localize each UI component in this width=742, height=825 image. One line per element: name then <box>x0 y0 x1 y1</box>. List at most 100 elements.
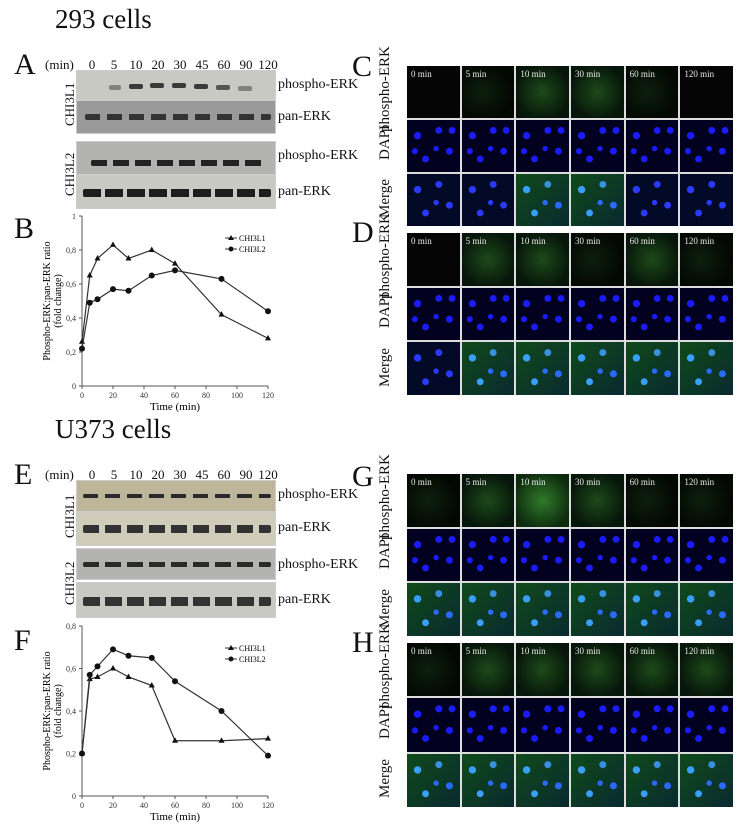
micrograph-cell <box>461 698 515 752</box>
row-label-phosphoerk: phospho-ERK <box>377 454 393 540</box>
micrograph-cell <box>516 753 569 807</box>
timepoint-label: 60 min <box>629 477 655 487</box>
timepoint-label: 0 min <box>411 646 432 656</box>
panel-letter-d: D <box>352 216 374 249</box>
micrograph-cell <box>625 753 679 807</box>
micrograph-cell <box>571 698 624 752</box>
micrograph-cell: 30 min <box>571 233 624 286</box>
timepoint-label: 10 min <box>520 236 546 246</box>
micrograph-cell <box>680 174 733 226</box>
micrograph-cell <box>680 120 733 172</box>
svg-text:0,2: 0,2 <box>66 750 76 759</box>
micrograph-cell <box>625 698 679 752</box>
micrograph-cell <box>571 120 624 172</box>
svg-text:0,8: 0,8 <box>66 622 76 631</box>
svg-text:0,4: 0,4 <box>66 707 76 716</box>
svg-text:20: 20 <box>109 801 117 810</box>
row-label: pan-ERK <box>278 520 331 535</box>
section-title-u373: U373 cells <box>55 414 172 444</box>
svg-text:20: 20 <box>109 391 117 400</box>
svg-text:Time (min): Time (min) <box>150 811 200 823</box>
micrograph-cell: 120 min <box>680 643 733 697</box>
micrograph-cell <box>407 120 460 172</box>
timepoint-label: 0 min <box>411 236 432 246</box>
svg-text:80: 80 <box>202 801 210 810</box>
micrograph-cell <box>625 583 679 636</box>
micrograph-cell: 60 min <box>625 474 679 527</box>
time-label: 120 <box>258 467 278 482</box>
group-label-chi3l2: CHI3L2 <box>62 561 77 605</box>
section-title-293: 293 cells <box>55 4 152 34</box>
panel-letter-c: C <box>352 50 373 83</box>
time-label: 5 <box>110 57 118 72</box>
timepoint-label: 60 min <box>629 646 655 656</box>
svg-text:100: 100 <box>231 801 243 810</box>
timepoint-label: 5 min <box>465 477 487 487</box>
row-label-merge: Merge <box>377 588 393 628</box>
time-labels: 0 5 10 20 30 45 60 90 120 <box>84 467 278 483</box>
time-label: 0 <box>88 57 96 72</box>
blot-chi3l1-phospho <box>76 70 276 100</box>
row-label-merge: Merge <box>377 347 393 387</box>
micrograph-cell <box>407 528 460 582</box>
panel-letter-b: B <box>14 212 35 245</box>
time-label: 30 <box>173 57 187 72</box>
svg-text:80: 80 <box>202 391 210 400</box>
time-label: 45 <box>195 467 209 482</box>
micrograph-cell <box>625 174 679 226</box>
time-label: 10 <box>129 57 143 72</box>
svg-text:0,6: 0,6 <box>66 665 76 674</box>
micrograph-cell: 60 min <box>625 643 679 697</box>
timepoint-label: 120 min <box>684 236 715 246</box>
svg-text:0,8: 0,8 <box>66 246 76 255</box>
svg-text:CHI3L2: CHI3L2 <box>239 245 266 254</box>
time-label: 0 <box>88 467 96 482</box>
micrograph-cell: 120 min <box>680 474 733 527</box>
timepoint-label: 60 min <box>629 69 655 79</box>
micrograph-cell: 120 min <box>680 233 733 286</box>
panel-letter-g: G <box>352 460 374 493</box>
timepoint-label: 30 min <box>575 236 601 246</box>
svg-text:1: 1 <box>72 212 76 221</box>
svg-text:CHI3L1: CHI3L1 <box>239 644 266 653</box>
micrograph-cell: 30 min <box>571 66 624 118</box>
micrograph-cell <box>625 528 679 582</box>
micrograph-cell <box>571 583 624 636</box>
micrograph-cell <box>516 174 569 226</box>
svg-text:120: 120 <box>262 391 274 400</box>
micrograph-cell <box>625 342 679 395</box>
svg-text:(fold change): (fold change) <box>53 684 64 738</box>
micrograph-cell <box>461 528 515 582</box>
time-label: 20 <box>151 57 165 72</box>
time-label: 45 <box>195 57 209 72</box>
micrograph-cell <box>407 753 460 807</box>
row-label: phospho-ERK <box>278 487 359 502</box>
micrograph-cell <box>516 287 569 341</box>
timepoint-label: 0 min <box>411 69 432 79</box>
svg-text:CHI3L2: CHI3L2 <box>239 655 266 664</box>
micrograph-cell <box>680 753 733 807</box>
time-label: 20 <box>151 467 165 482</box>
timepoint-label: 10 min <box>520 646 546 656</box>
timepoint-label: 5 min <box>465 646 487 656</box>
row-label: phospho-ERK <box>278 148 359 163</box>
micrograph-cell <box>571 287 624 341</box>
svg-text:0: 0 <box>72 382 76 391</box>
blot-chi3l1-pan <box>76 100 276 134</box>
panel-letter-a: A <box>14 48 36 81</box>
micrograph-cell <box>516 583 569 636</box>
row-label: pan-ERK <box>278 592 331 607</box>
micrograph-grid-h: phospho-ERK DAPI Merge 0 min 5 min 10 min 30 m… <box>377 623 733 807</box>
micrograph-cell <box>461 174 515 226</box>
timepoint-label: 30 min <box>575 477 601 487</box>
min-label: (min) <box>45 467 74 482</box>
svg-text:Phospho-ERK:pan-ERK ratio: Phospho-ERK:pan-ERK ratio <box>42 651 53 770</box>
micrograph-cell <box>461 287 515 341</box>
timepoint-label: 120 min <box>684 69 715 79</box>
timepoint-label: 120 min <box>684 477 715 487</box>
micrograph-cell: 5 min <box>461 66 515 118</box>
micrograph-cell: 0 min <box>407 66 460 118</box>
timepoint-label: 10 min <box>520 477 546 487</box>
time-labels: 0 5 10 20 30 45 60 90 120 <box>84 57 278 73</box>
time-label: 10 <box>129 467 143 482</box>
